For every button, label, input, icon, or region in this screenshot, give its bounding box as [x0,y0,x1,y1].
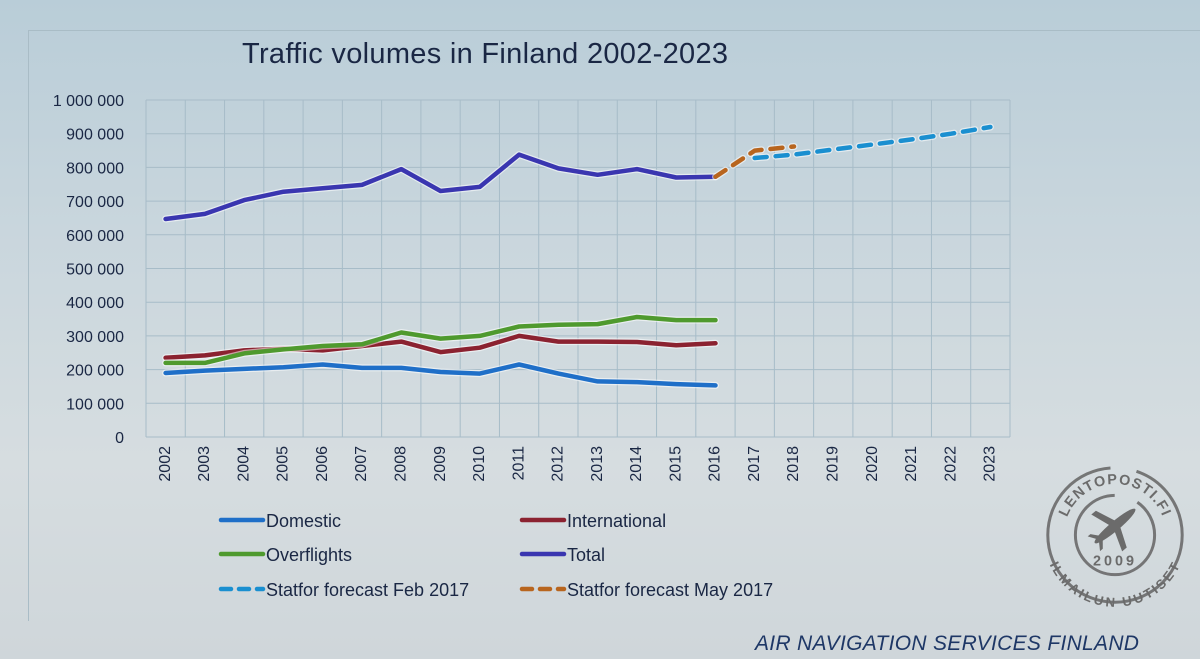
x-tick-label: 2011 [510,446,527,481]
watermark-year: 2009 [1093,554,1137,570]
legend-item-domestic: Domestic [218,511,341,531]
y-axis-tick-labels: 0 100 000 200 000 300 000 400 000 500 000 600 … [53,93,124,447]
x-tick-label: 2016 [707,446,724,482]
legend-item-international: International [519,511,666,531]
x-tick-label: 2023 [982,446,999,482]
x-tick-label: 2007 [353,446,370,482]
x-tick-label: 2005 [275,446,292,482]
grid-lines [145,99,1011,438]
x-tick-label: 2004 [235,446,252,482]
x-tick-label: 2010 [471,446,488,482]
chart-title: Traffic volumes in Finland 2002-2023 [242,38,729,70]
x-tick-label: 2015 [667,446,684,482]
x-tick-label: 2009 [432,446,449,482]
y-tick-label: 600 000 [66,228,124,245]
legend-item-statfor-forecast-feb-2017: Statfor forecast Feb 2017 [218,580,469,600]
legend: Domestic International Overflights Total Sta… [218,511,773,600]
y-tick-label: 700 000 [66,194,124,211]
legend-label: Domestic [266,511,341,531]
chart-frame [28,30,1200,621]
y-tick-label: 1 000 000 [53,93,124,110]
legend-item-statfor-forecast-may-2017: Statfor forecast May 2017 [519,580,773,600]
legend-label: Statfor forecast Feb 2017 [266,580,469,600]
y-tick-label: 200 000 [66,363,124,380]
airplane-icon [1087,508,1136,552]
x-tick-label: 2002 [157,446,174,482]
y-tick-label: 100 000 [66,396,124,413]
x-tick-label: 2017 [746,446,763,482]
x-tick-label: 2006 [314,446,331,482]
legend-item-overflights: Overflights [218,545,352,565]
y-tick-label: 900 000 [66,127,124,144]
x-tick-label: 2020 [864,446,881,482]
x-tick-label: 2008 [392,446,409,482]
y-tick-label: 800 000 [66,160,124,177]
x-tick-label: 2014 [628,446,645,482]
legend-item-total: Total [519,545,605,565]
legend-label: International [567,511,666,531]
y-tick-label: 300 000 [66,329,124,346]
x-tick-label: 2021 [903,446,920,482]
y-tick-label: 400 000 [66,295,124,312]
x-tick-label: 2022 [942,446,959,482]
legend-label: Statfor forecast May 2017 [567,580,773,600]
series-halo-total [162,151,719,223]
y-tick-label: 500 000 [66,262,124,279]
y-tick-label: 0 [115,430,124,447]
x-tick-label: 2019 [824,446,841,482]
x-tick-label: 2012 [550,446,567,482]
series-line-total [163,152,718,222]
watermark-stamp: LENTOPOSTI.FI ILMAILUN UUTISET 2009 [1046,466,1184,610]
watermark-top-text: LENTOPOSTI.FI [1056,472,1174,519]
series-lines [162,123,994,389]
footer-brand: AIR NAVIGATION SERVICES FINLAND [755,632,1140,655]
legend-label: Overflights [266,545,352,565]
x-tick-label: 2018 [785,446,802,482]
x-tick-label: 2013 [589,446,606,482]
legend-label: Total [567,545,605,565]
x-axis-tick-labels: 2002 2003 2004 2005 2006 2007 2008 2009 2010 2011… [157,446,999,482]
x-tick-label: 2003 [196,446,213,482]
